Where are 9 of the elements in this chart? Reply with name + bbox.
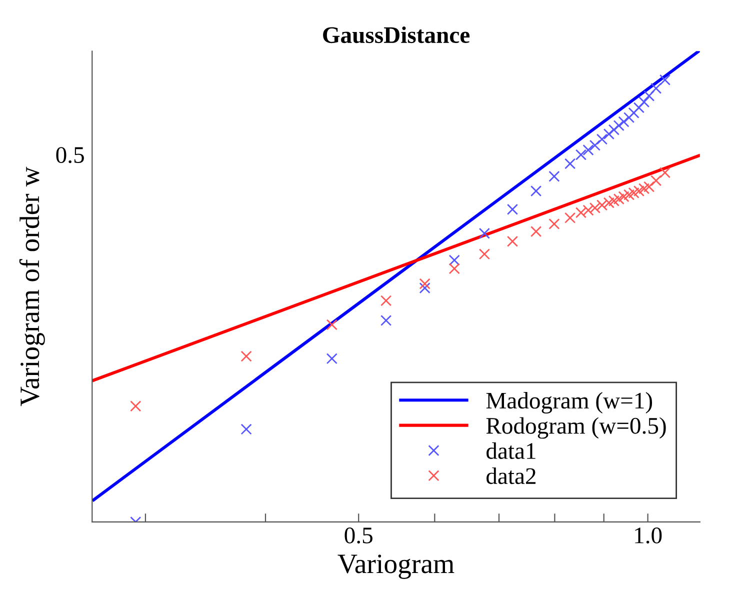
legend-label: data1 (486, 442, 536, 459)
legend-label: data2 (486, 467, 536, 484)
legend-label: Rodogram (w=0.5) (486, 417, 666, 439)
x-tick-label: 1.0 (635, 527, 662, 544)
legend-label: Madogram (w=1) (486, 392, 652, 414)
chart-title: GaussDistance (323, 26, 470, 44)
y-axis-title: Variogram of order w (19, 166, 45, 406)
text: 0.5 (56, 147, 84, 164)
x-axis-title: Variogram (338, 554, 454, 579)
